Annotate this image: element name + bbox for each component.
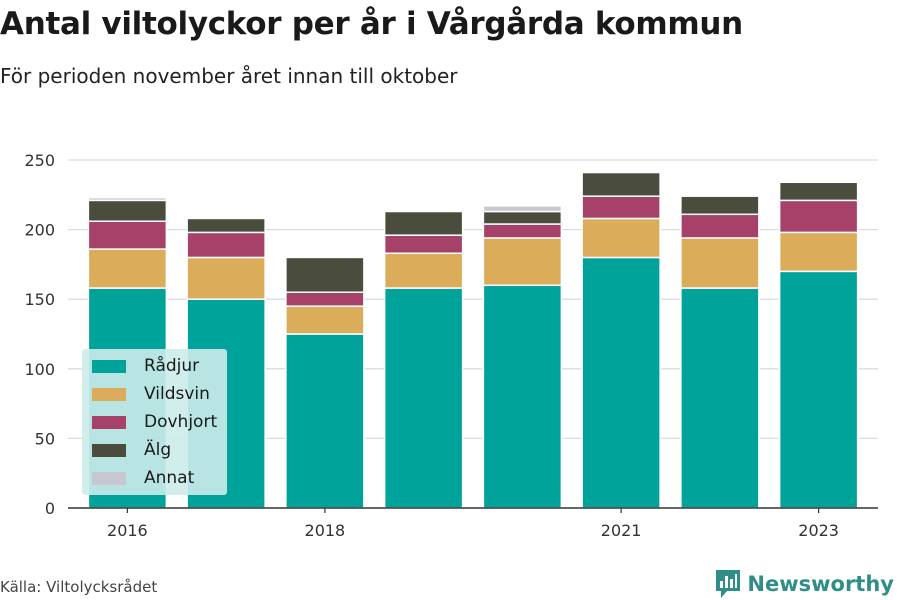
- bar-segment-dovhjort-2017: [186, 231, 266, 259]
- bar-segment-älg-2020: [482, 210, 563, 225]
- bar-segment-annat-2020: [482, 205, 563, 213]
- bar-segment-vildsvin-2020: [482, 237, 563, 287]
- bar-segment-vildsvin-2019: [383, 252, 464, 289]
- bar-segment-dovhjort-2023: [778, 199, 859, 234]
- legend-swatch: [92, 359, 126, 373]
- legend-label: Annat: [144, 468, 195, 488]
- legend-swatch: [92, 387, 126, 401]
- chart-subtitle: För perioden november året innan till ok…: [0, 64, 458, 88]
- bar-segment-dovhjort-2019: [383, 234, 464, 255]
- legend-label: Rådjur: [144, 356, 200, 376]
- x-tick-label: 2016: [107, 521, 148, 540]
- chart-legend: Rådjur Vildsvin Dovhjort Älg Annat: [82, 349, 227, 495]
- brand-name: Newsworthy: [747, 572, 894, 596]
- legend-label: Dovhjort: [144, 412, 218, 432]
- y-tick-label: 200: [24, 221, 55, 240]
- bar-stack-2018: [285, 256, 365, 509]
- bar-segment-älg-2017: [186, 217, 266, 234]
- x-axis: 2016 2018 2021 2023: [68, 507, 878, 540]
- bar-segment-älg-2016: [87, 199, 168, 222]
- bar-segment-vildsvin-2023: [778, 231, 859, 273]
- bar-stack-2023: [778, 181, 859, 509]
- y-tick-label: 50: [35, 429, 55, 448]
- legend-swatch: [92, 415, 126, 429]
- bar-segment-dovhjort-2020: [482, 223, 563, 239]
- bar-segment-vildsvin-2021: [581, 217, 661, 259]
- bar-segment-vildsvin-2022: [680, 237, 760, 289]
- bar-segment-älg-2021: [581, 171, 661, 197]
- bar-segment-älg-2019: [383, 210, 464, 236]
- bar-segment-rådjur-2021: [581, 256, 661, 509]
- bar-segment-älg-2023: [778, 181, 859, 202]
- legend-swatch: [92, 443, 126, 457]
- bar-segment-rådjur-2020: [482, 284, 563, 509]
- bar-segment-rådjur-2018: [285, 333, 365, 509]
- bar-stack-2021: [581, 171, 661, 509]
- bar-segment-älg-2022: [680, 195, 760, 216]
- chart-title: Antal viltolyckor per år i Vårgårda komm…: [0, 6, 743, 42]
- legend-label: Älg: [144, 440, 172, 460]
- bar-segment-dovhjort-2021: [581, 195, 661, 220]
- y-tick-label: 250: [24, 151, 55, 170]
- x-tick-label: 2023: [798, 521, 839, 540]
- legend-item-dovhjort: Dovhjort: [92, 411, 217, 433]
- bar-stack-2019: [383, 210, 464, 509]
- bar-segment-dovhjort-2018: [285, 291, 365, 307]
- bar-stack-2020: [482, 205, 563, 509]
- bar-segment-dovhjort-2016: [87, 220, 168, 250]
- source-note: Källa: Viltolycksrådet: [0, 578, 158, 596]
- bar-segment-rådjur-2019: [383, 287, 464, 509]
- legend-item-vildsvin: Vildsvin: [92, 383, 210, 405]
- y-tick-label: 100: [24, 360, 55, 379]
- legend-swatch: [92, 471, 126, 485]
- y-tick-label: 0: [45, 499, 55, 518]
- bar-segment-rådjur-2022: [680, 287, 760, 509]
- bar-segment-älg-2018: [285, 256, 365, 293]
- y-tick-label: 150: [24, 290, 55, 309]
- bar-segment-vildsvin-2017: [186, 256, 266, 300]
- brand-logo[interactable]: Newsworthy: [715, 569, 894, 599]
- bar-segment-vildsvin-2016: [87, 248, 168, 289]
- bar-segment-vildsvin-2018: [285, 305, 365, 335]
- x-tick-label: 2021: [601, 521, 642, 540]
- bar-stack-2022: [680, 195, 760, 509]
- legend-label: Vildsvin: [144, 384, 210, 404]
- bar-segment-rådjur-2023: [778, 270, 859, 509]
- x-tick-label: 2018: [305, 521, 346, 540]
- bar-segment-dovhjort-2022: [680, 213, 760, 239]
- bar-segment-annat-2016: [87, 196, 168, 202]
- legend-item-älg: Älg: [92, 439, 171, 461]
- bar-chart-icon: [716, 570, 741, 598]
- legend-item-rådjur: Rådjur: [92, 355, 199, 377]
- legend-item-annat: Annat: [92, 467, 194, 489]
